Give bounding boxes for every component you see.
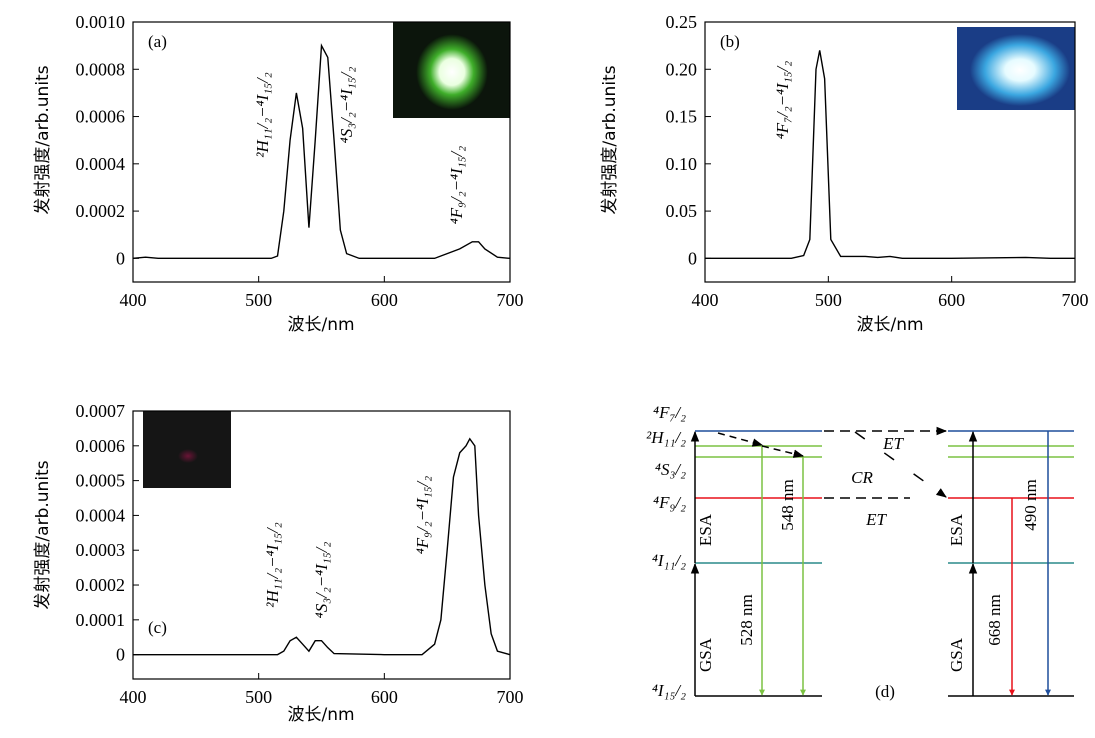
y-axis-label: 发射强度/arb.units [600,65,620,214]
plot-frame [132,410,511,680]
y-tick-label: 0.0005 [76,471,126,491]
process-label: ET [882,434,904,453]
inset-glow [416,34,488,110]
arrow [717,432,764,447]
y-tick-label: 0 [116,248,125,268]
y-axis-label: 发射强度/arb.units [33,460,53,609]
level-label: ²H₁₁/₂ [646,428,686,447]
x-tick-label: 400 [120,290,147,310]
x-tick-label: 700 [497,687,524,707]
transition-label: ⁴F₉/₂−⁴I₁₅/₂ [413,476,432,554]
x-tick-label: 700 [497,290,524,310]
x-tick-label: 500 [245,687,272,707]
y-axis-label: 发射强度/arb.units [33,65,53,214]
process-label: CR [851,468,873,487]
level-label: ⁴S₃/₂ [655,460,686,479]
inset-glow [970,34,1070,106]
y-tick-label: 0.0004 [76,505,126,525]
y-tick-label: 0 [688,248,697,268]
arrow [761,445,805,458]
y-tick-label: 0.0007 [76,401,126,421]
process-label: ESA [696,513,715,546]
x-tick-label: 400 [120,687,147,707]
x-tick-label: 600 [938,290,965,310]
panel-label: (d) [875,682,895,701]
level-label: ⁴I₁₅/₂ [652,681,686,700]
panel-label: (c) [148,618,167,637]
panel-label: (a) [148,32,167,51]
level-label: ⁴I₁₁/₂ [652,551,686,570]
y-tick-label: 0.0010 [76,12,126,32]
level-label: ⁴F₉/₂ [653,493,686,512]
inset-glow [178,449,198,463]
process-label: 490 nm [1021,479,1040,530]
y-tick-label: 0.0006 [76,107,126,127]
transition-label: ²H₁₁/₂−⁴I₁₅/₂ [253,72,272,157]
process-label: GSA [947,637,966,672]
process-label: 528 nm [737,594,756,645]
y-tick-label: 0.0008 [76,59,126,79]
panel-label: (b) [720,32,740,51]
y-tick-label: 0.05 [666,201,698,221]
y-tick-label: 0.20 [666,59,698,79]
x-axis-label: 波长/nm [287,315,354,335]
transition-label: ⁴F₉/₂−⁴I₁₅/₂ [447,146,466,224]
process-label: 668 nm [985,594,1004,645]
y-tick-label: 0.0006 [76,436,126,456]
process-label: GSA [696,637,715,672]
x-tick-label: 400 [692,290,719,310]
x-tick-label: 600 [371,687,398,707]
level-label: ⁴F₇/₂ [653,403,686,422]
y-tick-label: 0.0001 [76,610,126,630]
x-tick-label: 600 [371,290,398,310]
x-tick-label: 500 [245,290,272,310]
y-tick-label: 0.25 [666,12,698,32]
transition-label: ⁴S₃/₂−⁴I₁₅/₂ [312,542,331,619]
plot-frame [132,21,511,283]
x-tick-label: 700 [1062,290,1089,310]
process-label: ET [865,510,887,529]
y-tick-label: 0.0003 [76,540,126,560]
plot-frame [704,21,1076,283]
transition-label: ⁴S₃/₂−⁴I₁₅/₂ [337,67,356,144]
y-tick-label: 0.0002 [76,575,126,595]
spectrum-line [705,50,1075,260]
energy-diagram: ⁴F₇/₂ ²H₁₁/₂ ⁴S₃/₂ ⁴F₉/₂ ⁴I₁₁/₂ ⁴I₁₅/₂ E… [646,403,1074,701]
spectrum-line [133,437,511,656]
y-tick-label: 0 [116,645,125,665]
y-tick-label: 0.0004 [76,154,126,174]
x-tick-label: 500 [815,290,842,310]
transition-label: ⁴F₇/₂−⁴I₁₅/₂ [773,61,792,139]
transition-label: ²H₁₁/₂−⁴I₁₅/₂ [263,522,282,607]
spectrum-line [132,43,511,260]
y-tick-label: 0.15 [666,107,698,127]
y-tick-label: 0.0002 [76,201,126,221]
process-label: ESA [947,513,966,546]
y-tick-label: 0.10 [666,154,698,174]
x-axis-label: 波长/nm [856,315,923,335]
x-axis-label: 波长/nm [287,705,354,725]
process-label: 548 nm [778,479,797,530]
